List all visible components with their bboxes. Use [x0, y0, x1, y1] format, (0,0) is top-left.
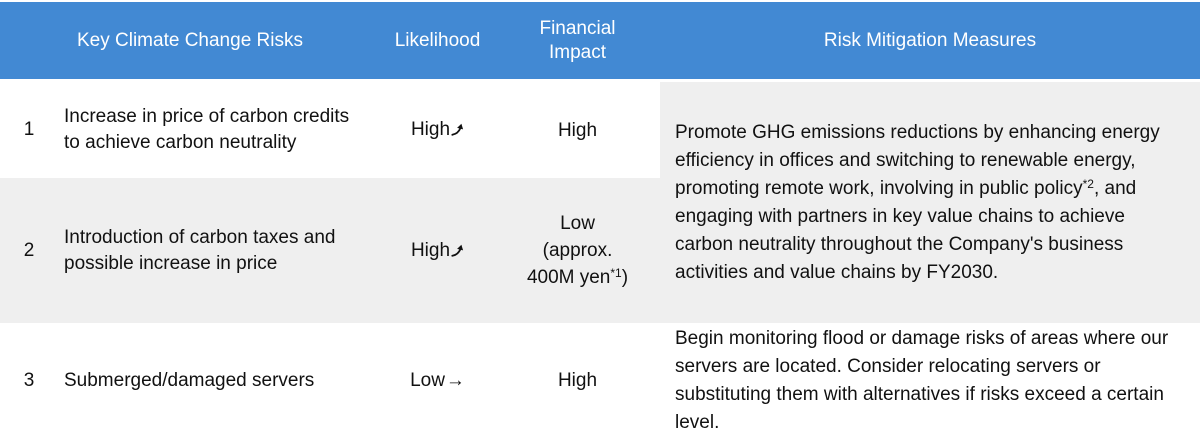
table-header: Key Climate Change Risks Likelihood Fina… — [0, 0, 1200, 82]
row-number: 1 — [0, 82, 58, 178]
header-label: Likelihood — [394, 29, 481, 51]
impact-text: 400M yen — [526, 267, 611, 288]
risk-text: Submerged/damaged servers — [64, 369, 315, 391]
row-number: 2 — [0, 178, 58, 323]
risk-text: Introduction of carbon taxes and possibl… — [64, 226, 336, 274]
impact-value: High — [557, 119, 598, 141]
likelihood-cell: High → — [380, 178, 495, 323]
header-risk-mitigation-measures: Risk Mitigation Measures — [660, 2, 1200, 79]
header-label: Financial Impact — [539, 17, 616, 63]
header-key-climate-change-risks: Key Climate Change Risks — [0, 2, 380, 79]
header-financial-impact: Financial Impact — [495, 2, 660, 79]
impact-cell: High — [495, 82, 660, 178]
impact-text: ) — [621, 267, 629, 288]
mitigation-text: Promote GHG emissions reductions by enha… — [675, 121, 1160, 199]
header-label: Risk Mitigation Measures — [823, 29, 1037, 51]
risk-description: Submerged/damaged servers — [58, 323, 380, 438]
row-number-value: 2 — [23, 239, 35, 261]
impact-value: High — [557, 370, 598, 391]
row-number: 3 — [0, 323, 58, 438]
likelihood-cell: High → — [380, 82, 495, 178]
header-label: Key Climate Change Risks — [77, 29, 303, 51]
mitigation-text-row-3: Begin monitoring flood or damage risks o… — [660, 323, 1200, 438]
footnote-marker: *2 — [1082, 176, 1094, 191]
row-number-value: 3 — [23, 369, 35, 391]
trend-right-icon: → — [445, 369, 465, 391]
mitigation-paragraph: Promote GHG emissions reductions by enha… — [675, 119, 1183, 287]
risk-text: Increase in price of carbon credits to a… — [64, 106, 350, 153]
impact-cell: High — [495, 323, 660, 438]
risk-description: Introduction of carbon taxes and possibl… — [58, 178, 380, 323]
impact-line: 400M yen*1) — [527, 264, 628, 291]
trend-up-icon — [451, 123, 464, 137]
footnote-marker: *1 — [610, 266, 622, 280]
impact-multiline: Low (approx. 400M yen*1) — [527, 210, 628, 291]
header-likelihood: Likelihood — [380, 2, 495, 79]
trend-up-icon — [451, 244, 464, 258]
risk-description: Increase in price of carbon credits to a… — [58, 82, 380, 178]
likelihood-value: Low — [410, 369, 445, 391]
mitigation-text-rows-1-2: Promote GHG emissions reductions by enha… — [660, 82, 1200, 323]
row-number-value: 1 — [23, 119, 35, 140]
impact-line: (approx. — [542, 240, 613, 261]
impact-cell: Low (approx. 400M yen*1) — [495, 178, 660, 323]
likelihood-value: High — [410, 239, 451, 261]
impact-line: Low — [560, 213, 595, 234]
likelihood-cell: Low → — [380, 323, 495, 438]
likelihood-value: High — [410, 119, 451, 140]
mitigation-paragraph: Begin monitoring flood or damage risks o… — [675, 327, 1169, 433]
mitigation-text: , and engaging with partners in key valu… — [675, 177, 1137, 283]
